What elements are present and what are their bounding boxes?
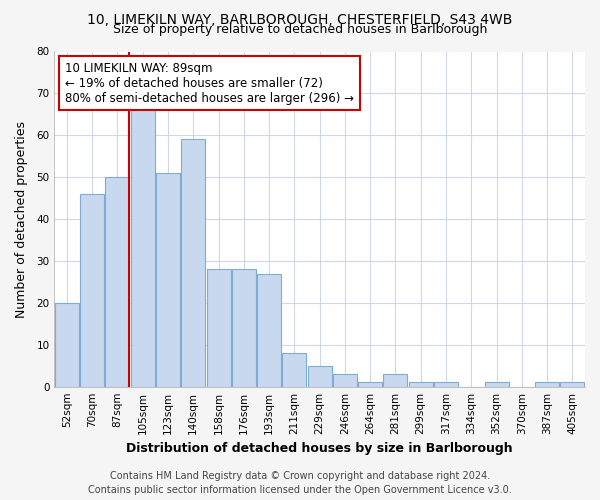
Bar [181, 140, 205, 386]
Bar [232, 270, 256, 386]
Bar [535, 382, 559, 386]
Bar [560, 382, 584, 386]
Bar [485, 382, 509, 386]
Bar [131, 110, 155, 386]
Y-axis label: Number of detached properties: Number of detached properties [15, 120, 28, 318]
Bar [106, 177, 130, 386]
Bar [308, 366, 332, 386]
Bar [434, 382, 458, 386]
Bar [358, 382, 382, 386]
Bar [206, 270, 230, 386]
Bar [383, 374, 407, 386]
Text: 10, LIMEKILN WAY, BARLBOROUGH, CHESTERFIELD, S43 4WB: 10, LIMEKILN WAY, BARLBOROUGH, CHESTERFI… [88, 12, 512, 26]
Bar [409, 382, 433, 386]
Bar [333, 374, 357, 386]
Text: Contains HM Land Registry data © Crown copyright and database right 2024.
Contai: Contains HM Land Registry data © Crown c… [88, 471, 512, 495]
Bar [80, 194, 104, 386]
Text: Size of property relative to detached houses in Barlborough: Size of property relative to detached ho… [113, 22, 487, 36]
Text: 10 LIMEKILN WAY: 89sqm
← 19% of detached houses are smaller (72)
80% of semi-det: 10 LIMEKILN WAY: 89sqm ← 19% of detached… [65, 62, 354, 104]
Bar [55, 303, 79, 386]
Bar [283, 353, 307, 386]
Bar [257, 274, 281, 386]
Bar [156, 173, 180, 386]
X-axis label: Distribution of detached houses by size in Barlborough: Distribution of detached houses by size … [127, 442, 513, 455]
